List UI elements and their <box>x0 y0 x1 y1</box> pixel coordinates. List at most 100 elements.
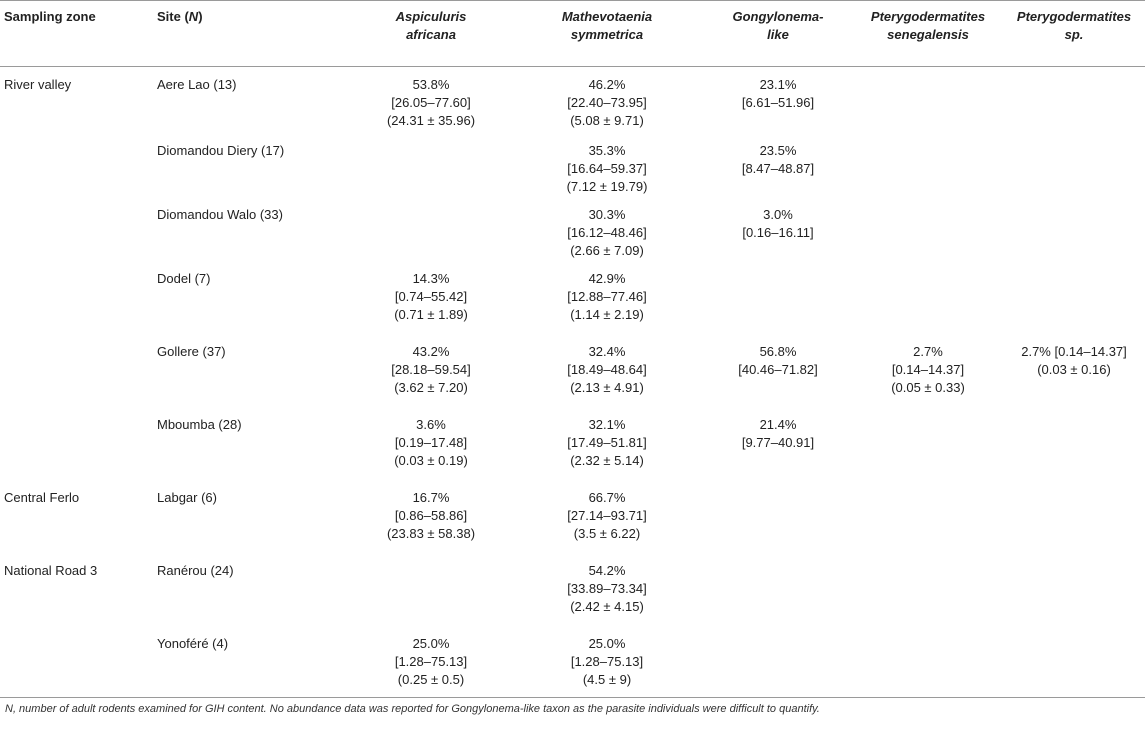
cell-sampling-zone: River valley <box>4 77 72 92</box>
cell-mathevotaenia-symmetrica: 42.9% [12.88–77.46] (1.14 ± 2.19) <box>511 268 703 341</box>
cell-site: Ranérou (24) <box>157 563 234 578</box>
cell-value-line: [1.28–75.13] <box>394 654 468 669</box>
cell-gongylonema-like: 23.1% [6.61–51.96] <box>703 66 853 140</box>
cell-aspiculuris-africana <box>351 140 511 204</box>
cell-value-line: [8.47–48.87] <box>741 161 815 176</box>
cell-value-line: 32.1% <box>588 417 626 432</box>
cell-pterygodermatites-sp <box>1003 268 1145 341</box>
cell-value-line: (0.05 ± 0.33) <box>891 380 965 395</box>
cell-value-line: [16.64–59.37] <box>567 161 647 176</box>
cell-value-line: [26.05–77.60] <box>391 95 471 110</box>
cell-pterygodermatites-sp <box>1003 204 1145 268</box>
header-rule <box>0 66 1145 67</box>
cell-site: Diomandou Walo (33) <box>157 207 283 222</box>
cell-value-line: (0.25 ± 0.5) <box>397 672 465 687</box>
header-pterygodermatites-senegalensis: Pterygodermatites senegalensis <box>870 9 986 42</box>
cell-value-line: 2.7% [0.14–14.37] <box>1021 344 1127 359</box>
cell-value-line: (2.42 ± 4.15) <box>570 599 644 614</box>
cell-mathevotaenia-symmetrica: 35.3% [16.64–59.37] (7.12 ± 19.79) <box>511 140 703 204</box>
header-row: Sampling zone Site (N) Aspiculuris africa… <box>0 8 1145 66</box>
cell-value-line: (24.31 ± 35.96) <box>386 113 476 128</box>
table-body: River valley Aere Lao (13) 53.8% [26.05–77.… <box>0 66 1145 706</box>
cell-pterygodermatites-sp <box>1003 487 1145 560</box>
cell-value-line: [16.12–48.46] <box>567 225 647 240</box>
table-row: Diomandou Diery (17) 35.3% [16.64–59.37] (7… <box>0 140 1145 204</box>
cell-value-line: [22.40–73.95] <box>567 95 647 110</box>
cell-aspiculuris-africana <box>351 204 511 268</box>
header-pterygodermatites-sp: Pterygodermatites sp. <box>1016 9 1132 42</box>
cell-value-line: (1.14 ± 2.19) <box>570 307 644 322</box>
cell-sampling-zone <box>0 204 153 268</box>
cell-gongylonema-like <box>703 633 853 706</box>
cell-mathevotaenia-symmetrica: 66.7% [27.14–93.71] (3.5 ± 6.22) <box>511 487 703 560</box>
cell-site: Mboumba (28) <box>157 417 242 432</box>
cell-value-line: 2.7% <box>913 344 943 359</box>
cell-value-line: 23.5% <box>759 143 797 158</box>
cell-value-line: [1.28–75.13] <box>570 654 644 669</box>
cell-aspiculuris-africana: 14.3% [0.74–55.42] (0.71 ± 1.89) <box>351 268 511 341</box>
cell-mathevotaenia-symmetrica: 32.4% [18.49–48.64] (2.13 ± 4.91) <box>511 341 703 414</box>
cell-value-line: [12.88–77.46] <box>567 289 647 304</box>
cell-pterygodermatites-senegalensis: 2.7% [0.14–14.37] (0.05 ± 0.33) <box>853 341 1003 414</box>
cell-mathevotaenia-symmetrica: 54.2% [33.89–73.34] (2.42 ± 4.15) <box>511 560 703 633</box>
cell-mathevotaenia-symmetrica: 25.0% [1.28–75.13] (4.5 ± 9) <box>511 633 703 706</box>
table-row: National Road 3 Ranérou (24) 54.2% [33.89–7… <box>0 560 1145 633</box>
top-rule <box>0 0 1145 1</box>
cell-gongylonema-like: 3.0% [0.16–16.11] <box>703 204 853 268</box>
header-mathevotaenia-symmetrica: Mathevotaenia symmetrica <box>561 9 653 42</box>
cell-value-line: 32.4% <box>588 344 626 359</box>
cell-value-line: 56.8% <box>759 344 797 359</box>
cell-value-line: (23.83 ± 58.38) <box>386 526 476 541</box>
cell-mathevotaenia-symmetrica: 32.1% [17.49–51.81] (2.32 ± 5.14) <box>511 414 703 487</box>
cell-sampling-zone <box>0 268 153 341</box>
bottom-rule <box>0 697 1145 698</box>
table-row: Mboumba (28) 3.6% [0.19–17.48] (0.03 ± 0.19… <box>0 414 1145 487</box>
cell-pterygodermatites-sp <box>1003 633 1145 706</box>
cell-aspiculuris-africana: 53.8% [26.05–77.60] (24.31 ± 35.96) <box>351 66 511 140</box>
table-row: Dodel (7) 14.3% [0.74–55.42] (0.71 ± 1.89) 4… <box>0 268 1145 341</box>
cell-value-line: (0.03 ± 0.16) <box>1037 362 1111 377</box>
cell-site: Aere Lao (13) <box>157 77 237 92</box>
cell-value-line: [0.14–14.37] <box>891 362 965 377</box>
cell-site: Gollere (37) <box>157 344 226 359</box>
cell-gongylonema-like: 23.5% [8.47–48.87] <box>703 140 853 204</box>
cell-aspiculuris-africana: 25.0% [1.28–75.13] (0.25 ± 0.5) <box>351 633 511 706</box>
cell-gongylonema-like <box>703 268 853 341</box>
cell-value-line: 3.0% <box>763 207 793 222</box>
cell-site: Labgar (6) <box>157 490 217 505</box>
cell-value-line: 42.9% <box>588 271 626 286</box>
cell-value-line: (3.62 ± 7.20) <box>394 380 468 395</box>
cell-value-line: 53.8% <box>412 77 450 92</box>
cell-value-line: [27.14–93.71] <box>567 508 647 523</box>
cell-value-line: [0.19–17.48] <box>394 435 468 450</box>
cell-pterygodermatites-sp <box>1003 560 1145 633</box>
cell-pterygodermatites-senegalensis <box>853 66 1003 140</box>
cell-value-line: 14.3% <box>412 271 450 286</box>
cell-site: Yonoféré (4) <box>157 636 229 651</box>
cell-pterygodermatites-sp <box>1003 140 1145 204</box>
cell-pterygodermatites-senegalensis <box>853 268 1003 341</box>
cell-value-line: (2.32 ± 5.14) <box>570 453 644 468</box>
prevalence-table: Sampling zone Site (N) Aspiculuris africa… <box>0 8 1145 706</box>
cell-value-line: 66.7% <box>588 490 626 505</box>
cell-site: Diomandou Diery (17) <box>157 143 285 158</box>
header-site: Site (N) <box>157 9 203 24</box>
cell-pterygodermatites-senegalensis <box>853 633 1003 706</box>
cell-aspiculuris-africana <box>351 560 511 633</box>
cell-value-line: [33.89–73.34] <box>567 581 647 596</box>
cell-value-line: 43.2% <box>412 344 450 359</box>
cell-pterygodermatites-senegalensis <box>853 487 1003 560</box>
cell-gongylonema-like: 21.4% [9.77–40.91] <box>703 414 853 487</box>
cell-pterygodermatites-sp <box>1003 414 1145 487</box>
cell-sampling-zone <box>0 140 153 204</box>
cell-pterygodermatites-sp <box>1003 66 1145 140</box>
cell-gongylonema-like <box>703 487 853 560</box>
cell-value-line: 46.2% <box>588 77 626 92</box>
table-row: Diomandou Walo (33) 30.3% [16.12–48.46] (2.… <box>0 204 1145 268</box>
cell-site: Dodel (7) <box>157 271 211 286</box>
cell-value-line: [9.77–40.91] <box>741 435 815 450</box>
cell-pterygodermatites-senegalensis <box>853 414 1003 487</box>
cell-value-line: 25.0% <box>412 636 450 651</box>
cell-sampling-zone <box>0 414 153 487</box>
cell-pterygodermatites-senegalensis <box>853 140 1003 204</box>
